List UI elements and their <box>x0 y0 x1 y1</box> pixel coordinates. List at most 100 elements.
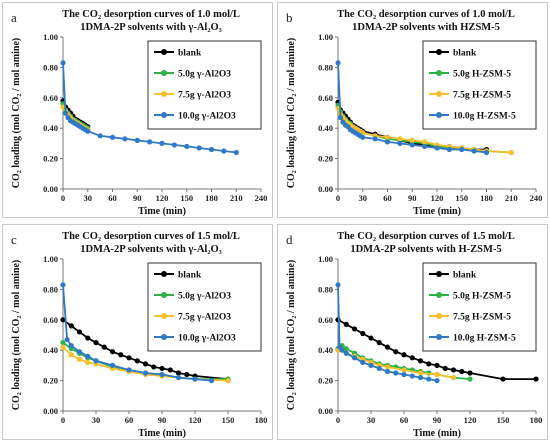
y-tick-label: 0.80 <box>43 284 58 294</box>
x-axis-label: Time (min) <box>413 206 461 217</box>
y-tick-label: 0.40 <box>318 345 333 355</box>
legend-swatch-marker <box>161 49 167 55</box>
legend-swatch-marker <box>436 112 442 118</box>
data-point-7-5g-h-zsm-5 <box>384 364 391 370</box>
legend-swatch-marker <box>161 334 167 340</box>
legend-swatch-marker <box>161 70 167 76</box>
data-point-blank <box>118 352 124 358</box>
data-point-blank <box>426 361 432 367</box>
data-point-10-0g-al2o3 <box>142 370 149 376</box>
data-point-5-0g-al2o3 <box>60 340 66 346</box>
x-tick-label: 30 <box>359 193 368 203</box>
y-tick-label: 0.80 <box>318 284 333 294</box>
data-point-10-0g-al2o3 <box>122 136 128 142</box>
data-point-10-0g-h-zsm-5 <box>446 146 452 153</box>
legend-swatch-marker <box>161 313 167 319</box>
data-point-10-0g-h-zsm-5 <box>401 371 407 378</box>
x-tick-label: 60 <box>125 415 134 425</box>
data-point-5-0g-h-zsm-5 <box>343 346 349 352</box>
x-tick-label: 210 <box>505 193 518 203</box>
data-point-blank <box>109 349 116 355</box>
y-tick-label: 0.60 <box>43 315 58 325</box>
data-point-10-0g-h-zsm-5 <box>434 378 440 384</box>
chart-panel-b: b The CO₂ desorption curves of 1.0 mol/L 1… <box>277 2 548 218</box>
y-axis-label: CO₂ loading (mol CO₂ / mol amine) <box>11 38 22 188</box>
x-tick-label: 120 <box>189 415 202 425</box>
panel-letter: c <box>11 232 17 247</box>
data-point-blank <box>368 335 374 341</box>
y-tick-label: 0.40 <box>43 123 58 133</box>
data-point-7-5g-al2o3 <box>68 352 74 358</box>
data-point-10-0g-al2o3 <box>68 343 74 349</box>
chart-svg: c The CO₂ desorption curves of 1.5 mol/L 1… <box>11 231 267 439</box>
y-tick-label: 0.40 <box>43 345 58 355</box>
data-point-7-5g-h-zsm-5 <box>397 136 403 142</box>
data-point-10-0g-al2o3 <box>85 128 91 134</box>
data-point-blank <box>500 376 506 382</box>
data-point-blank <box>459 368 465 375</box>
data-point-7-5g-h-zsm-5 <box>401 367 407 373</box>
legend-label: 10.0g H-ZSM-5 <box>453 112 516 122</box>
legend-swatch-marker <box>436 334 442 340</box>
data-point-10-0g-h-zsm-5 <box>384 368 391 375</box>
data-point-7-5g-h-zsm-5 <box>434 371 440 378</box>
data-point-10-0g-al2o3 <box>76 349 83 355</box>
data-point-blank <box>184 371 190 378</box>
data-point-10-0g-al2o3 <box>60 60 66 66</box>
data-point-7-5g-h-zsm-5 <box>409 137 415 143</box>
x-tick-label: 150 <box>180 193 193 203</box>
data-point-10-0g-h-zsm-5 <box>337 114 344 121</box>
data-point-10-0g-al2o3 <box>184 143 190 150</box>
legend-label: 5.0g γ-Al2O3 <box>178 70 231 80</box>
x-tick-label: 30 <box>367 415 376 425</box>
x-tick-label: 210 <box>230 193 243 203</box>
data-point-blank <box>384 344 391 350</box>
data-point-blank <box>533 376 539 382</box>
legend-label: blank <box>178 49 202 59</box>
legend-swatch-marker <box>436 91 442 97</box>
data-point-10-0g-h-zsm-5 <box>339 347 345 353</box>
x-tick-label: 0 <box>336 193 340 203</box>
panel-letter: d <box>286 232 293 247</box>
legend-swatch-marker <box>436 49 442 55</box>
data-point-blank <box>101 344 107 350</box>
x-tick-label: 90 <box>158 415 167 425</box>
y-tick-label: 1.00 <box>318 32 333 42</box>
legend-label: 7.5g γ-Al2O3 <box>178 313 231 323</box>
data-point-blank <box>351 326 358 332</box>
x-tick-label: 60 <box>108 193 117 203</box>
data-point-10-0g-h-zsm-5 <box>422 143 428 150</box>
x-tick-label: 240 <box>530 193 543 203</box>
data-point-blank <box>175 370 182 376</box>
data-point-10-0g-h-zsm-5 <box>343 350 349 356</box>
y-tick-label: 0.00 <box>318 184 333 194</box>
y-tick-label: 0.20 <box>318 154 333 164</box>
data-point-10-0g-al2o3 <box>97 133 103 139</box>
data-point-blank <box>134 358 140 364</box>
data-point-10-0g-h-zsm-5 <box>417 374 424 381</box>
legend-swatch-marker <box>436 292 442 298</box>
data-point-10-0g-al2o3 <box>93 358 99 364</box>
data-point-10-0g-al2o3 <box>134 137 140 143</box>
y-tick-label: 0.60 <box>318 315 333 325</box>
data-point-blank <box>142 361 149 367</box>
data-point-7-5g-h-zsm-5 <box>417 370 424 376</box>
data-point-10-0g-al2o3 <box>159 371 165 378</box>
chart-title-line1: The CO₂ desorption curves of 1.0 mol/L <box>62 9 240 20</box>
y-tick-label: 1.00 <box>43 32 58 42</box>
data-point-blank <box>343 321 349 327</box>
chart-svg: d The CO₂ desorption curves of 1.5 mol/L 1… <box>286 231 542 439</box>
x-tick-label: 60 <box>383 193 392 203</box>
data-point-blank <box>393 349 399 355</box>
data-point-10-0g-h-zsm-5 <box>409 142 415 148</box>
legend-swatch-marker <box>436 313 442 319</box>
y-tick-label: 1.00 <box>318 254 333 264</box>
data-point-10-0g-al2o3 <box>208 146 215 153</box>
data-point-10-0g-al2o3 <box>159 140 165 146</box>
legend-swatch-marker <box>161 271 167 277</box>
chart-title-line1: The CO₂ desorption curves of 1.5 mol/L <box>62 231 240 242</box>
data-point-10-0g-h-zsm-5 <box>471 148 477 154</box>
legend-label: 10.0g γ-Al2O3 <box>178 334 236 344</box>
legend-swatch-marker <box>436 271 442 277</box>
x-tick-label: 120 <box>156 193 169 203</box>
